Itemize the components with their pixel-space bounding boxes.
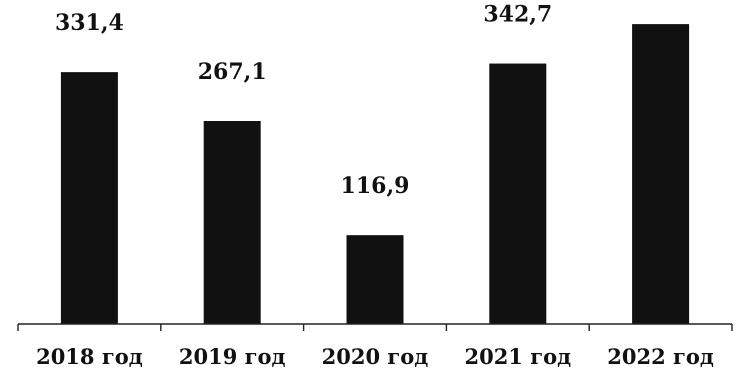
category-labels-layer: 2018 год 2019 год 2020 год 2021 год 2022 год bbox=[36, 344, 714, 369]
x-tick-label-2018: 2018 год bbox=[36, 344, 143, 369]
x-tick-label-2019: 2019 год bbox=[179, 344, 286, 369]
bar-2019 bbox=[203, 121, 261, 324]
data-label-2019: 267,1 bbox=[198, 59, 267, 85]
data-label-2020: 116,9 bbox=[341, 173, 410, 199]
bar-2021 bbox=[489, 63, 547, 324]
data-label-2021: 342,7 bbox=[483, 2, 552, 28]
x-tick-label-2020: 2020 год bbox=[322, 344, 429, 369]
x-tick-label-2021: 2021 год bbox=[464, 344, 571, 369]
bar-2022 bbox=[632, 24, 690, 324]
bar-2020 bbox=[346, 235, 404, 324]
data-label-2018: 331,4 bbox=[55, 10, 124, 36]
x-tick-label-2022: 2022 год bbox=[607, 344, 714, 369]
bar-2018 bbox=[60, 72, 118, 324]
x-axis bbox=[17, 323, 733, 331]
bars-layer bbox=[60, 24, 690, 324]
